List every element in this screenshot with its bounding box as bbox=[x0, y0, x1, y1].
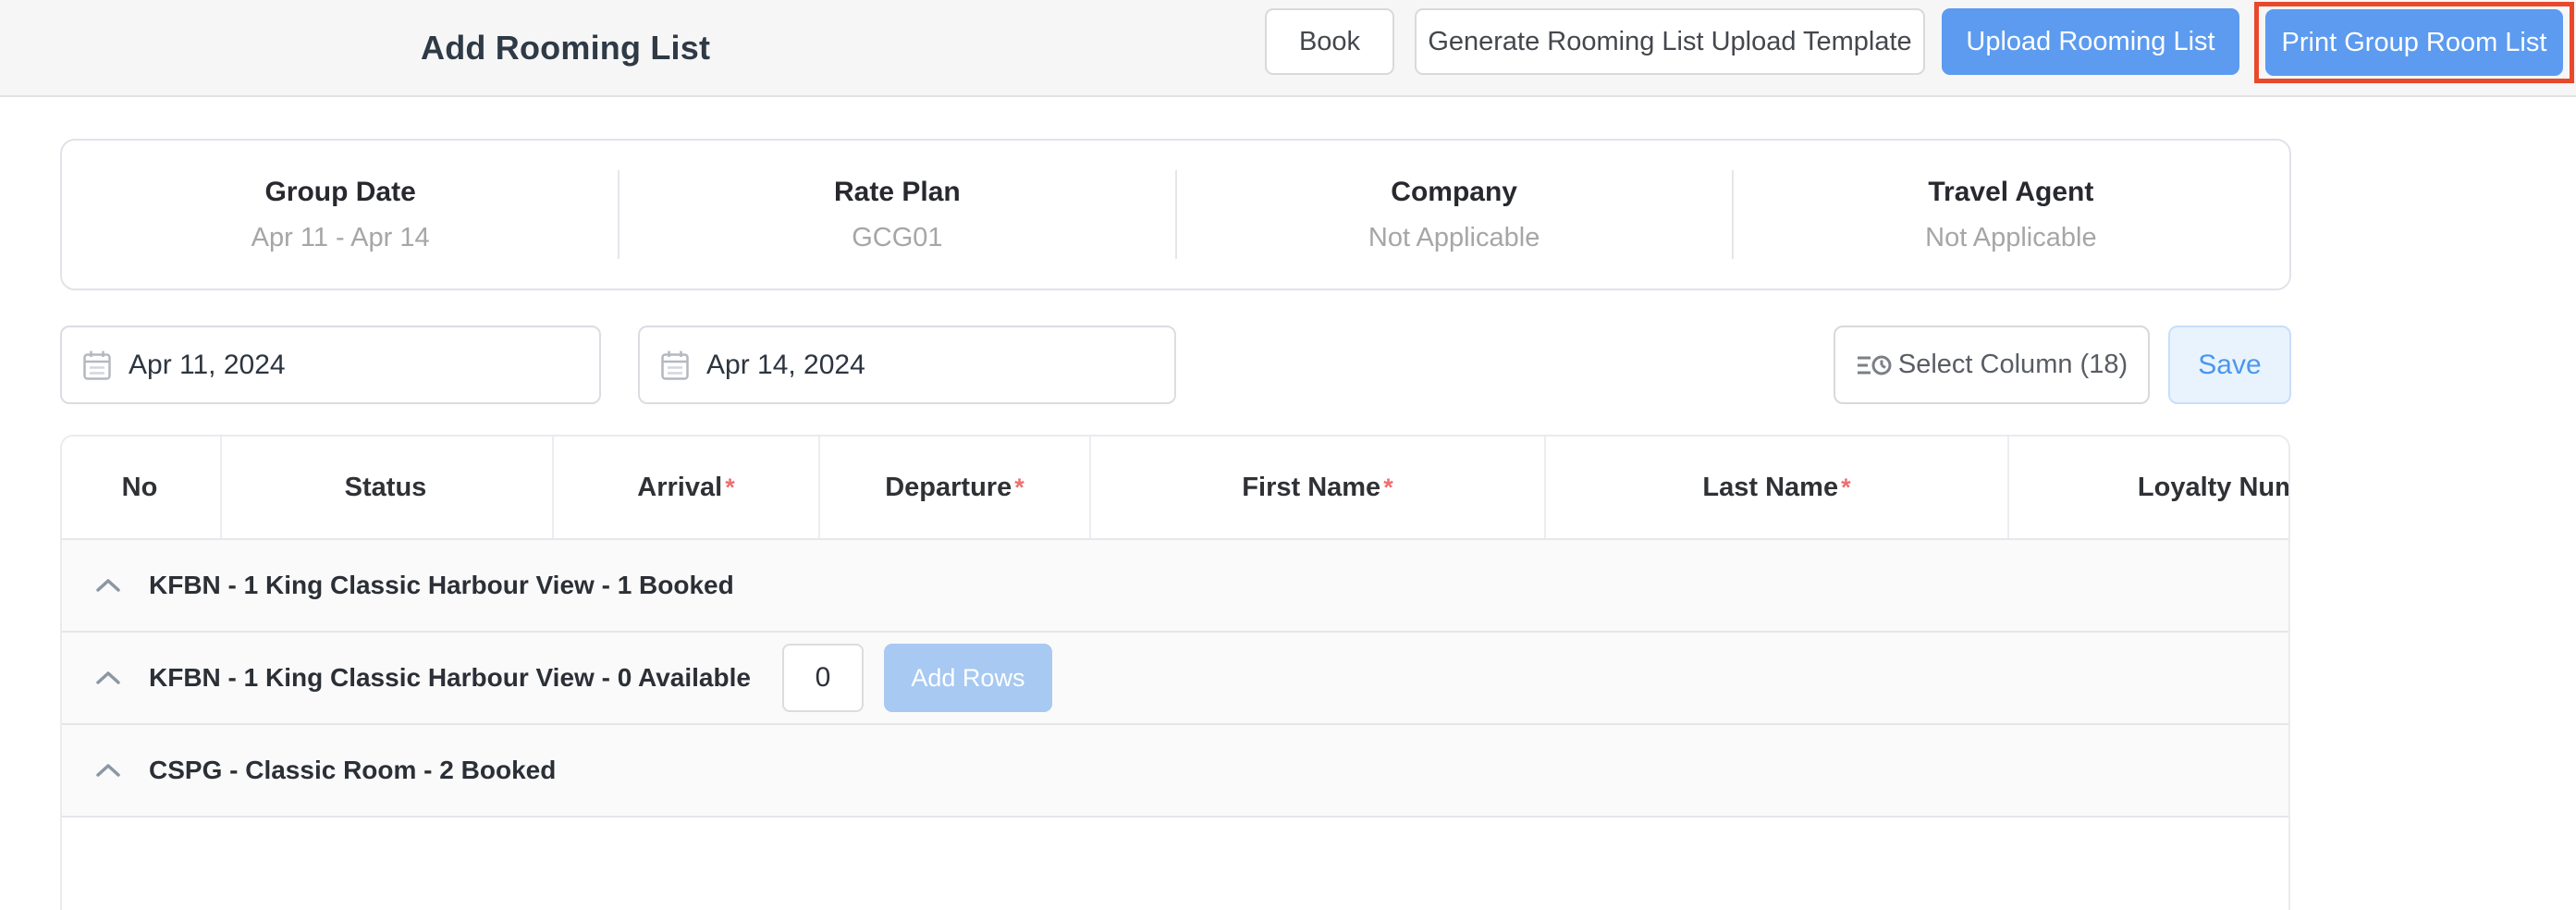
room-group-title: CSPG - Classic Room - 2 Booked bbox=[149, 756, 557, 784]
column-settings-icon bbox=[1856, 350, 1893, 380]
column-header-arrival: Arrival * bbox=[554, 437, 820, 538]
end-date-value: Apr 14, 2024 bbox=[706, 349, 865, 380]
room-group-row-cspg-booked[interactable]: CSPG - Classic Room - 2 Booked bbox=[62, 725, 2288, 818]
column-header-status: Status bbox=[222, 437, 554, 538]
required-asterisk: * bbox=[1383, 473, 1393, 501]
summary-value: Not Applicable bbox=[1368, 222, 1540, 252]
required-asterisk: * bbox=[1841, 473, 1851, 501]
top-header-bar: Add Rooming List Book Generate Rooming L… bbox=[0, 0, 2576, 97]
upload-rooming-list-button[interactable]: Upload Rooming List bbox=[1942, 8, 2239, 75]
summary-label: Group Date bbox=[264, 176, 416, 207]
room-group-title: KFBN - 1 King Classic Harbour View - 1 B… bbox=[149, 571, 734, 599]
summary-label: Rate Plan bbox=[834, 176, 961, 207]
calendar-icon bbox=[82, 350, 112, 381]
start-date-input[interactable]: Apr 11, 2024 bbox=[60, 326, 601, 404]
calendar-icon bbox=[660, 350, 690, 381]
summary-label: Travel Agent bbox=[1928, 176, 2094, 207]
column-label: Last Name bbox=[1702, 472, 1839, 502]
save-button[interactable]: Save bbox=[2168, 326, 2291, 404]
column-label: Status bbox=[344, 472, 427, 502]
room-group-title: KFBN - 1 King Classic Harbour View - 0 A… bbox=[149, 663, 751, 692]
generate-rooming-list-template-button[interactable]: Generate Rooming List Upload Template bbox=[1415, 8, 1925, 75]
column-label: No bbox=[121, 472, 158, 502]
column-header-loyalty-number: Loyalty Number bbox=[2009, 437, 2288, 538]
summary-value: Apr 11 - Apr 14 bbox=[251, 222, 430, 252]
summary-value: GCG01 bbox=[852, 222, 943, 252]
column-label: Arrival bbox=[637, 472, 723, 502]
chevron-up-icon[interactable] bbox=[93, 576, 123, 595]
room-group-row-kfbn-booked[interactable]: KFBN - 1 King Classic Harbour View - 1 B… bbox=[62, 540, 2288, 633]
chevron-up-icon[interactable] bbox=[93, 761, 123, 780]
rooming-list-table: No Status Arrival * Departure * First Name… bbox=[60, 435, 2290, 910]
group-summary-card: Group Date Apr 11 - Apr 14 Rate Plan GCG… bbox=[60, 139, 2291, 290]
column-label: Loyalty Number bbox=[2137, 472, 2288, 502]
table-header-row: No Status Arrival * Departure * First Name… bbox=[62, 437, 2288, 540]
highlight-annotation: Print Group Room List bbox=[2254, 2, 2574, 83]
summary-label: Company bbox=[1391, 176, 1517, 207]
select-column-label: Select Column (18) bbox=[1897, 350, 2128, 379]
required-asterisk: * bbox=[1014, 473, 1024, 501]
room-group-row-kfbn-available[interactable]: KFBN - 1 King Classic Harbour View - 0 A… bbox=[62, 633, 2288, 725]
column-label: First Name bbox=[1242, 472, 1381, 502]
select-column-button[interactable]: Select Column (18) bbox=[1834, 326, 2150, 404]
summary-company: Company Not Applicable bbox=[1174, 141, 1733, 289]
add-rows-button[interactable]: Add Rows bbox=[883, 644, 1052, 712]
chevron-up-icon[interactable] bbox=[93, 669, 123, 687]
column-header-first-name: First Name * bbox=[1091, 437, 1546, 538]
page-title: Add Rooming List bbox=[421, 28, 711, 67]
column-label: Departure bbox=[885, 472, 1012, 502]
summary-rate-plan: Rate Plan GCG01 bbox=[618, 141, 1175, 289]
column-header-departure: Departure * bbox=[820, 437, 1091, 538]
print-group-room-list-button[interactable]: Print Group Room List bbox=[2265, 9, 2563, 76]
required-asterisk: * bbox=[725, 473, 735, 501]
summary-value: Not Applicable bbox=[1925, 222, 2097, 252]
start-date-value: Apr 11, 2024 bbox=[129, 349, 286, 380]
column-header-last-name: Last Name * bbox=[1546, 437, 2009, 538]
summary-travel-agent: Travel Agent Not Applicable bbox=[1731, 141, 2289, 289]
summary-group-date: Group Date Apr 11 - Apr 14 bbox=[62, 141, 619, 289]
add-rows-quantity-input[interactable] bbox=[781, 644, 864, 712]
end-date-input[interactable]: Apr 14, 2024 bbox=[638, 326, 1176, 404]
book-button[interactable]: Book bbox=[1265, 8, 1394, 75]
column-header-no: No bbox=[62, 437, 222, 538]
